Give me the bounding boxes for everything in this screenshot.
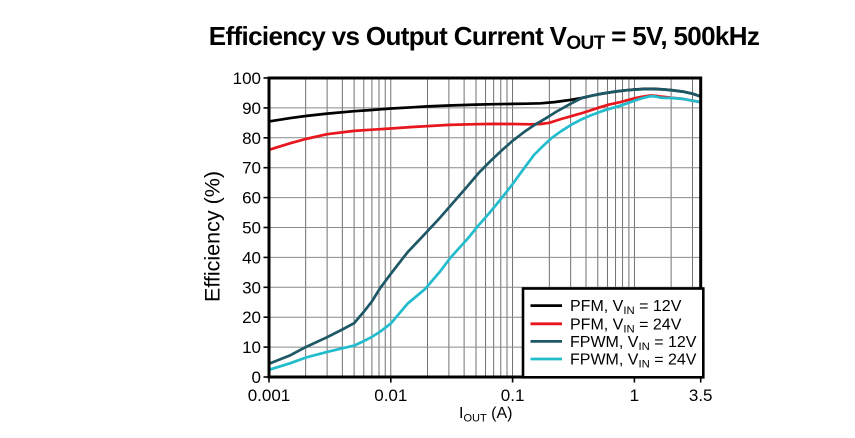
svg-text:PFM, VIN = 12V: PFM, VIN = 12V [570,298,682,317]
svg-text:0.1: 0.1 [501,386,525,405]
svg-text:10: 10 [242,338,261,357]
svg-text:100: 100 [233,69,261,88]
svg-text:PFM, VIN = 24V: PFM, VIN = 24V [570,316,682,335]
svg-text:3.5: 3.5 [689,386,713,405]
svg-text:0.01: 0.01 [374,386,407,405]
svg-text:80: 80 [242,129,261,148]
svg-text:FPWM, VIN = 24V: FPWM, VIN = 24V [570,352,697,371]
svg-text:60: 60 [242,189,261,208]
svg-text:0.001: 0.001 [248,386,291,405]
svg-text:Efficiency vs Output Current V: Efficiency vs Output Current VOUT = 5V, … [209,21,760,54]
svg-text:40: 40 [242,248,261,267]
svg-text:FPWM, VIN = 12V: FPWM, VIN = 12V [570,334,697,353]
svg-text:Efficiency (%): Efficiency (%) [201,171,225,302]
svg-text:90: 90 [242,99,261,118]
svg-text:1: 1 [630,386,639,405]
svg-text:70: 70 [242,159,261,178]
svg-text:50: 50 [242,219,261,238]
svg-text:20: 20 [242,308,261,327]
svg-text:30: 30 [242,278,261,297]
svg-text:0: 0 [252,368,261,387]
